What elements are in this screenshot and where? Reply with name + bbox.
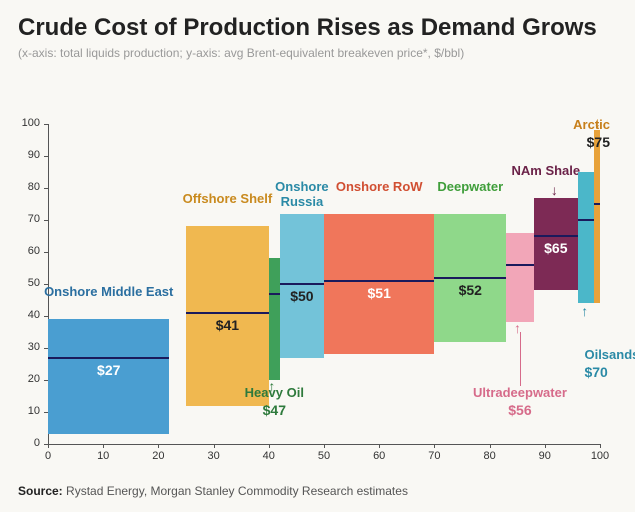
y-tick-mark	[44, 188, 48, 189]
cost-bar	[506, 233, 534, 323]
cost-bar	[578, 172, 595, 303]
price-label: $47	[234, 402, 314, 418]
chart-plot-area: 0102030405060708090100010203040506070809…	[48, 124, 600, 444]
breakeven-line	[269, 293, 280, 295]
price-label: $52	[434, 282, 506, 298]
category-label: Ultradeepwater	[465, 386, 575, 401]
price-label: $65	[534, 240, 578, 256]
breakeven-line	[434, 277, 506, 279]
breakeven-line	[534, 235, 578, 237]
breakeven-line	[48, 357, 169, 359]
x-tick-label: 90	[533, 450, 557, 462]
breakeven-line	[280, 283, 324, 285]
breakeven-line	[506, 264, 534, 266]
y-tick-label: 40	[10, 309, 40, 321]
breakeven-line	[578, 219, 595, 221]
x-tick-label: 40	[257, 450, 281, 462]
x-tick-mark	[324, 444, 325, 448]
y-tick-label: 80	[10, 181, 40, 193]
cost-bar	[280, 214, 324, 358]
x-tick-mark	[158, 444, 159, 448]
y-tick-label: 100	[10, 117, 40, 129]
y-tick-label: 90	[10, 149, 40, 161]
x-tick-mark	[103, 444, 104, 448]
breakeven-line	[186, 312, 269, 314]
cost-bar	[594, 130, 600, 303]
category-label: Arctic	[550, 118, 610, 133]
x-tick-mark	[379, 444, 380, 448]
chart-subtitle: (x-axis: total liquids production; y-axi…	[0, 44, 635, 68]
x-tick-mark	[214, 444, 215, 448]
price-label: $51	[324, 285, 434, 301]
x-tick-label: 20	[146, 450, 170, 462]
category-label: NAm Shale	[504, 164, 588, 179]
x-tick-mark	[545, 444, 546, 448]
y-tick-mark	[44, 156, 48, 157]
y-tick-label: 10	[10, 405, 40, 417]
y-tick-label: 20	[10, 373, 40, 385]
chart-source: Source: Rystad Energy, Morgan Stanley Co…	[18, 484, 408, 498]
arrow-up-icon: ↑	[581, 303, 588, 319]
x-tick-mark	[600, 444, 601, 448]
y-tick-mark	[44, 252, 48, 253]
price-label: $41	[186, 317, 269, 333]
price-label: $50	[280, 288, 324, 304]
breakeven-line	[594, 203, 600, 205]
price-label: $56	[480, 402, 560, 418]
y-tick-mark	[44, 316, 48, 317]
x-tick-mark	[490, 444, 491, 448]
category-label: Onshore Middle East	[28, 285, 189, 300]
y-tick-label: 60	[10, 245, 40, 257]
x-tick-label: 80	[478, 450, 502, 462]
x-tick-label: 0	[36, 450, 60, 462]
x-tick-label: 70	[422, 450, 446, 462]
x-tick-label: 10	[91, 450, 115, 462]
category-label: Oilsands	[584, 348, 635, 363]
y-tick-mark	[44, 220, 48, 221]
price-label: $27	[48, 362, 169, 378]
x-tick-label: 60	[367, 450, 391, 462]
source-text: Rystad Energy, Morgan Stanley Commodity …	[63, 484, 408, 498]
y-tick-label: 70	[10, 213, 40, 225]
x-tick-mark	[269, 444, 270, 448]
x-tick-label: 100	[588, 450, 612, 462]
y-tick-mark	[44, 124, 48, 125]
arrow-down-icon: ↓	[551, 182, 558, 198]
category-label: Deepwater	[414, 180, 526, 195]
x-tick-label: 30	[202, 450, 226, 462]
price-label: $75	[550, 134, 610, 150]
breakeven-line	[324, 280, 434, 282]
source-label: Source:	[18, 484, 63, 498]
connector-line	[520, 332, 521, 386]
y-tick-label: 0	[10, 437, 40, 449]
chart-title: Crude Cost of Production Rises as Demand…	[0, 0, 635, 44]
x-tick-label: 50	[312, 450, 336, 462]
cost-bar	[269, 258, 280, 380]
price-label: $70	[584, 364, 635, 380]
y-tick-label: 30	[10, 341, 40, 353]
x-tick-mark	[48, 444, 49, 448]
x-tick-mark	[434, 444, 435, 448]
category-label: Heavy Oil	[219, 386, 329, 401]
